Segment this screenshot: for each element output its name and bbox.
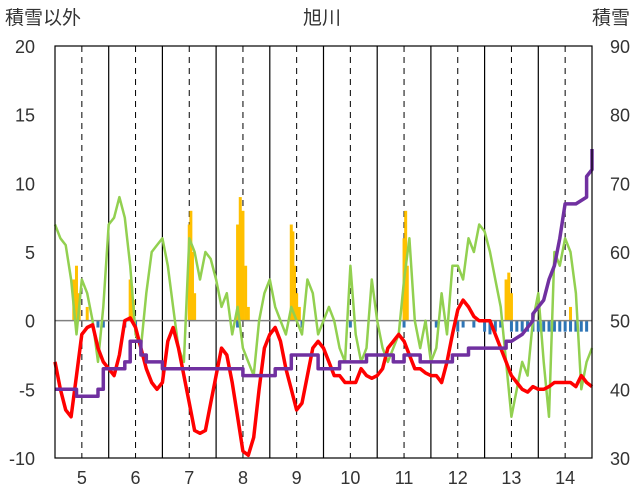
negative_bar-31 — [585, 320, 589, 332]
series-temperature — [53, 298, 594, 458]
negative_bar-0 — [96, 320, 100, 328]
left-tick-label: 15 — [15, 106, 35, 126]
left-tick-label: -10 — [9, 449, 35, 469]
negative_bar-29 — [574, 320, 578, 332]
precip_bar-15 — [246, 306, 250, 321]
negative_bar-6 — [348, 320, 352, 328]
precip_bar-7 — [187, 224, 191, 321]
precip_bar-17 — [291, 231, 295, 321]
precip_bar-11 — [236, 224, 240, 321]
negative_bar-28 — [569, 320, 573, 332]
x-tick-label: 14 — [555, 468, 575, 488]
negative_bar-30 — [579, 320, 583, 332]
left-tick-label: 10 — [15, 174, 35, 194]
x-tick-label: 7 — [184, 468, 194, 488]
right-tick-label: 40 — [610, 380, 630, 400]
precip_bar-20 — [297, 306, 301, 321]
negative_bar-9 — [434, 320, 438, 328]
precip_bar-5 — [130, 286, 134, 321]
negative_bar-11 — [461, 320, 465, 328]
precip_bar-23 — [405, 265, 409, 321]
negative_bar-24 — [547, 320, 551, 332]
negative_bar-17 — [509, 320, 513, 332]
x-tick-label: 12 — [448, 468, 468, 488]
right-tick-label: 90 — [610, 37, 630, 57]
negative_bar-19 — [520, 320, 524, 332]
precip_bar-12 — [238, 197, 242, 321]
x-tick-label: 5 — [77, 468, 87, 488]
right-tick-label: 80 — [610, 106, 630, 126]
precip_bar-25 — [507, 272, 511, 321]
grid-lines — [81, 46, 566, 458]
x-tick-label: 11 — [395, 468, 414, 488]
negative_bar-15 — [493, 320, 497, 332]
precip_bar-27 — [569, 306, 573, 321]
precip_bar-8 — [189, 210, 193, 321]
precip_bar-16 — [289, 224, 293, 321]
negative_bar-1 — [101, 320, 105, 328]
x-tick-label: 10 — [340, 468, 360, 488]
precip_bar-26 — [509, 293, 513, 321]
chart-title: 旭川 — [303, 7, 341, 29]
x-tick-label: 9 — [292, 468, 302, 488]
x-tick-label: 8 — [238, 468, 248, 488]
negative_bar-26 — [558, 320, 562, 332]
left-tick-label: 20 — [15, 37, 35, 57]
right-tick-label: 60 — [610, 243, 630, 263]
left-tick-label: 5 — [25, 243, 35, 263]
negative_bar-7 — [402, 320, 406, 328]
precip_bar-9 — [190, 252, 194, 321]
plot-frame — [54, 45, 593, 459]
negative_bar-4 — [236, 320, 240, 328]
right-tick-label: 50 — [610, 312, 630, 332]
negative_bar-10 — [456, 320, 460, 332]
precip_bar-14 — [244, 265, 248, 321]
precip_bar-19 — [295, 293, 299, 321]
precip_bar-18 — [293, 265, 297, 321]
negative_bar-25 — [552, 320, 556, 332]
negative_bar-18 — [515, 320, 519, 332]
right-tick-label: 30 — [610, 449, 630, 469]
negative_bar-22 — [536, 320, 540, 332]
lines-group — [53, 149, 594, 458]
precip_bar-3 — [85, 306, 89, 321]
precip_bar-1 — [74, 265, 78, 321]
negative_bar-13 — [483, 320, 487, 332]
series-green_line — [53, 195, 594, 419]
left-tick-label: 0 — [25, 312, 35, 332]
right-tick-label: 70 — [610, 174, 630, 194]
precip_bar-13 — [241, 210, 245, 321]
left-tick-label: -5 — [19, 380, 35, 400]
right-axis-label: 積雪 — [592, 7, 630, 29]
left-axis-label: 積雪以外 — [5, 7, 81, 29]
series-snow_depth — [55, 149, 594, 398]
precip_bar-4 — [128, 279, 132, 321]
x-tick-label: 13 — [501, 468, 521, 488]
negative_bar-14 — [488, 320, 492, 335]
precip_bar-24 — [504, 279, 508, 321]
precip_bar-10 — [193, 293, 197, 321]
negative_bar-16 — [499, 320, 503, 328]
negative_bar-12 — [472, 320, 476, 328]
negative_bar-23 — [542, 320, 546, 332]
negative_bar-27 — [563, 320, 567, 332]
axes-group — [54, 45, 593, 459]
x-tick-label: 6 — [131, 468, 141, 488]
